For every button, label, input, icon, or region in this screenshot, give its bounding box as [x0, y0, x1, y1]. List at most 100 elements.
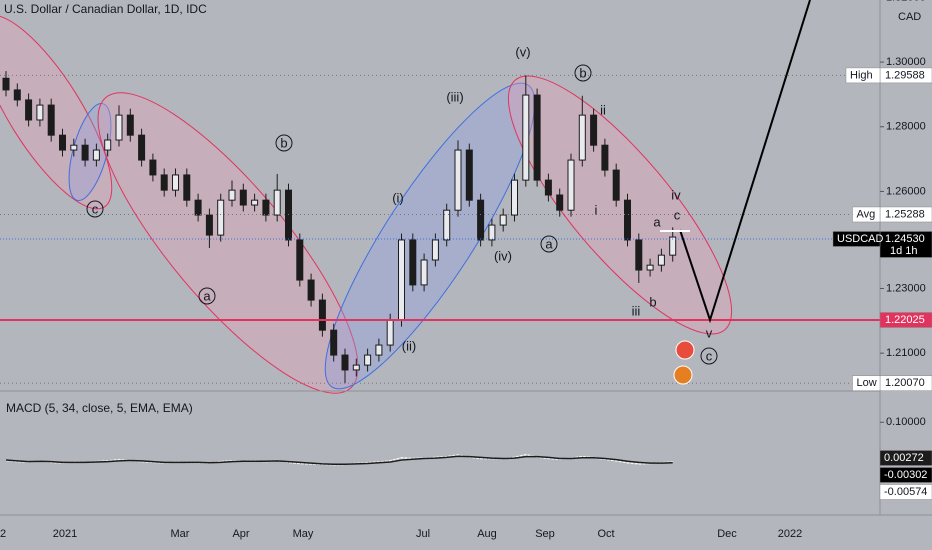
candle-body [409, 239, 417, 286]
candle-body [13, 89, 21, 101]
candle-body [138, 134, 146, 161]
candle-body [47, 104, 55, 136]
candle-body [386, 319, 394, 346]
wave-label: (iv) [494, 248, 512, 263]
macd-value-box [879, 484, 932, 500]
candle-body [25, 99, 33, 121]
candle-body [262, 199, 270, 216]
wave-label: (i) [392, 190, 404, 205]
y2-tick-label: 0.10000 [886, 416, 926, 428]
candle-body [183, 174, 191, 201]
wave-label: c [92, 201, 99, 216]
wave-label: iii [632, 303, 641, 318]
candle-body [420, 259, 428, 286]
macd-line [5, 455, 673, 466]
candle-body [352, 364, 360, 371]
candle-body [567, 159, 575, 211]
candle-body [465, 149, 473, 201]
candle-body [172, 174, 179, 191]
x-tick-label: Oct [597, 528, 614, 540]
wave-label: (iii) [446, 89, 463, 104]
macd-value-label: -0.00302 [884, 469, 927, 481]
candle-body [104, 139, 112, 151]
candle-body [556, 194, 564, 211]
price-value-label: 1.20070 [885, 377, 925, 389]
price-tag-label: Low [857, 377, 877, 389]
x-tick-label: Aug [477, 528, 497, 540]
price-value-label: 1.22025 [885, 314, 925, 326]
wave-label: v [706, 325, 713, 340]
x-tick-label: Dec [717, 528, 737, 540]
candle-body [499, 214, 507, 226]
price-value-label: 1.25288 [885, 208, 925, 220]
candle-body [601, 144, 609, 171]
price-tag-label: USDCAD [837, 233, 884, 245]
price-tag-box [852, 206, 881, 223]
candle-body [160, 174, 168, 191]
candle-body [364, 354, 372, 366]
wave-label: b [280, 135, 287, 150]
annotation-circle [275, 134, 293, 152]
macd-value-label: 0.00272 [884, 452, 924, 464]
candle-body [330, 329, 338, 356]
wave-label: a [545, 236, 553, 251]
candle-body [36, 104, 44, 121]
candle-body [635, 239, 643, 271]
candle-body [612, 169, 620, 201]
event-flags [673, 340, 695, 385]
candle-body [454, 149, 462, 211]
x-tick-label: Sep [535, 528, 555, 540]
candle-body [669, 236, 677, 256]
candle-body [398, 239, 405, 321]
price-tag-label: High [850, 69, 873, 81]
y-tick-label: 1.21000 [886, 347, 926, 359]
x-tick-label: 2022 [778, 528, 802, 540]
candle-body [239, 189, 247, 206]
wave-ellipses [0, 14, 733, 394]
candle-body [624, 199, 631, 241]
candle-body [70, 144, 78, 151]
candle-body [2, 77, 10, 91]
candle-body [443, 209, 451, 241]
price-value-label: 1.29588 [885, 69, 925, 81]
ellipse [507, 75, 733, 335]
price-value-label: 1.24530 [885, 233, 925, 245]
candle-body [228, 189, 236, 201]
ellipse [0, 14, 113, 210]
candle-body [375, 344, 383, 356]
wave-label: ii [600, 102, 606, 117]
candle-body [205, 214, 213, 236]
macd-title: MACD (5, 34, close, 5, EMA, EMA) [6, 401, 193, 415]
x-tick-label: Apr [232, 528, 249, 540]
candle-body [590, 114, 598, 146]
price-tag-box [832, 231, 881, 247]
y-tick-label: 1.30000 [886, 56, 926, 68]
candle-body [657, 254, 665, 266]
candle-body [511, 179, 518, 216]
candle-body [273, 189, 281, 216]
flag-icon [673, 365, 693, 385]
y-tick-label: 1.28000 [886, 121, 926, 133]
candle-body [646, 264, 654, 271]
ellipse [324, 82, 536, 390]
y-tick-label: 1.26000 [886, 185, 926, 197]
candle-body [59, 134, 66, 151]
candle-body [149, 159, 157, 176]
candle-body [217, 199, 225, 236]
annotation-circle [700, 347, 718, 365]
wave-label: (ii) [402, 338, 416, 353]
annotation-circle [198, 287, 216, 305]
candle-body [285, 189, 292, 241]
price-tag-label: Avg [857, 208, 876, 220]
annotation-circle [540, 235, 558, 253]
flag-icon [675, 340, 695, 360]
wave-label: a [653, 214, 661, 229]
candle-body [296, 239, 304, 281]
x-tick-label: Mar [171, 528, 190, 540]
y-tick-label: 1.23000 [886, 282, 926, 294]
price-tag-box [852, 375, 881, 391]
marks [0, 71, 880, 466]
annotation-circle [86, 200, 104, 218]
